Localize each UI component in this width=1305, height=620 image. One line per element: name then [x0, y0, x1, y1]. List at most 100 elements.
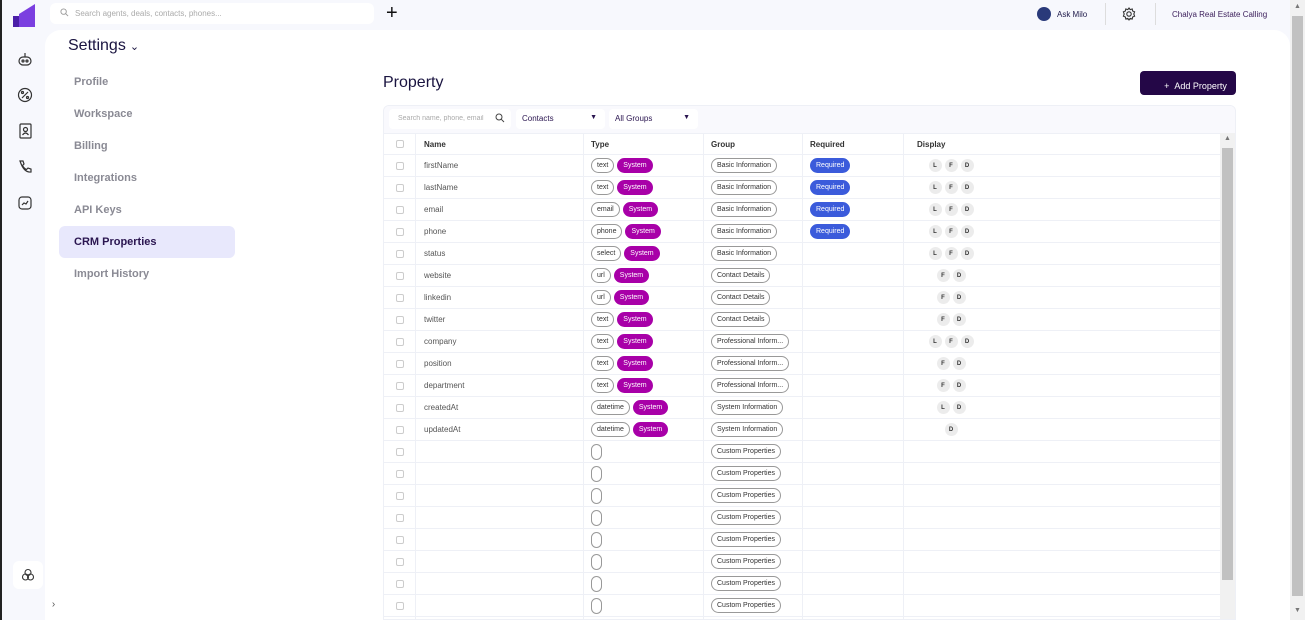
display-badge[interactable]: D: [960, 203, 974, 216]
scroll-down-icon[interactable]: ▼: [1294, 607, 1301, 614]
table-scrollbar[interactable]: ▲: [1220, 133, 1235, 619]
table-row[interactable]: department text System Professional Infor…: [384, 374, 1235, 396]
display-badge[interactable]: L: [928, 181, 942, 194]
nav-item-integrations[interactable]: Integrations: [74, 172, 137, 184]
contacts-book-icon[interactable]: [16, 122, 34, 140]
nav-item-billing[interactable]: Billing: [74, 140, 108, 152]
display-badge[interactable]: F: [936, 291, 950, 304]
object-select[interactable]: Contacts ▼: [516, 109, 605, 129]
workspace-name[interactable]: Chalya Real Estate Calling: [1172, 10, 1268, 19]
display-badge[interactable]: L: [928, 225, 942, 238]
table-row[interactable]: Custom Properties: [384, 440, 1235, 462]
global-search-input[interactable]: Search agents, deals, contacts, phones..…: [50, 3, 374, 24]
gear-icon[interactable]: [1122, 7, 1136, 21]
row-checkbox[interactable]: [395, 359, 404, 368]
display-badge[interactable]: L: [928, 203, 942, 216]
display-badge[interactable]: D: [952, 401, 966, 414]
create-plus-button[interactable]: +: [386, 2, 398, 24]
group-select[interactable]: All Groups ▼: [609, 109, 698, 129]
table-row[interactable]: firstName text System Basic Information R…: [384, 154, 1235, 176]
select-all-checkbox[interactable]: [395, 140, 404, 148]
table-row[interactable]: Custom Properties: [384, 616, 1235, 619]
display-badge[interactable]: D: [952, 379, 966, 392]
nav-item-workspace[interactable]: Workspace: [74, 108, 133, 120]
display-badge[interactable]: D: [960, 181, 974, 194]
property-search-input[interactable]: Search name, phone, email: [389, 109, 511, 129]
row-checkbox[interactable]: [395, 601, 404, 610]
scroll-up-icon[interactable]: ▲: [1294, 3, 1301, 10]
row-checkbox[interactable]: [395, 315, 404, 324]
column-header-name[interactable]: Name: [416, 134, 584, 154]
display-badge[interactable]: F: [944, 203, 958, 216]
table-row[interactable]: Custom Properties: [384, 462, 1235, 484]
table-row[interactable]: updatedAt datetime System System Informat…: [384, 418, 1235, 440]
row-checkbox[interactable]: [395, 205, 404, 214]
display-badge[interactable]: L: [928, 335, 942, 348]
row-checkbox[interactable]: [395, 271, 404, 280]
app-logo[interactable]: [13, 4, 35, 27]
add-property-button[interactable]: + Add Property: [1140, 71, 1236, 95]
display-badge[interactable]: D: [960, 335, 974, 348]
row-checkbox[interactable]: [395, 403, 404, 412]
display-badge[interactable]: F: [944, 225, 958, 238]
row-checkbox[interactable]: [395, 535, 404, 544]
window-scrollbar[interactable]: ▲ ▼: [1290, 0, 1305, 620]
row-checkbox[interactable]: [395, 491, 404, 500]
display-badge[interactable]: F: [944, 335, 958, 348]
display-badge[interactable]: L: [928, 159, 942, 172]
column-header-group[interactable]: Group: [704, 134, 803, 154]
table-row[interactable]: Custom Properties: [384, 506, 1235, 528]
row-checkbox[interactable]: [395, 425, 404, 434]
row-checkbox[interactable]: [395, 579, 404, 588]
display-badge[interactable]: L: [928, 247, 942, 260]
scroll-thumb[interactable]: [1292, 16, 1303, 596]
display-badge[interactable]: F: [936, 357, 950, 370]
row-checkbox[interactable]: [395, 557, 404, 566]
nav-item-crm-properties[interactable]: CRM Properties: [59, 226, 235, 258]
table-row[interactable]: phone phone System Basic Information Requ…: [384, 220, 1235, 242]
display-badge[interactable]: D: [952, 357, 966, 370]
row-checkbox[interactable]: [395, 513, 404, 522]
nav-item-import-history[interactable]: Import History: [74, 268, 150, 280]
table-row[interactable]: createdAt datetime System System Informat…: [384, 396, 1235, 418]
scroll-thumb[interactable]: [1222, 148, 1233, 580]
display-badge[interactable]: F: [936, 313, 950, 326]
ask-milo-button[interactable]: Ask Milo: [1037, 7, 1087, 21]
percent-badge-icon[interactable]: [16, 86, 34, 104]
display-badge[interactable]: F: [944, 181, 958, 194]
table-row[interactable]: Custom Properties: [384, 484, 1235, 506]
column-header-required[interactable]: Required: [803, 134, 904, 154]
table-row[interactable]: Custom Properties: [384, 528, 1235, 550]
display-badge[interactable]: F: [936, 379, 950, 392]
column-header-display[interactable]: Display: [917, 139, 946, 149]
column-header-type[interactable]: Type: [584, 134, 704, 154]
row-checkbox[interactable]: [395, 227, 404, 236]
display-badge[interactable]: F: [944, 247, 958, 260]
circles-icon[interactable]: [13, 561, 43, 589]
display-badge[interactable]: D: [960, 225, 974, 238]
row-checkbox[interactable]: [395, 337, 404, 346]
display-badge[interactable]: D: [952, 269, 966, 282]
settings-dropdown[interactable]: Settings ⌄: [68, 37, 139, 55]
phone-icon[interactable]: [16, 158, 34, 176]
display-badge[interactable]: D: [960, 159, 974, 172]
display-badge[interactable]: F: [944, 159, 958, 172]
scroll-up-icon[interactable]: ▲: [1224, 135, 1231, 142]
row-checkbox[interactable]: [395, 293, 404, 302]
table-row[interactable]: Custom Properties: [384, 572, 1235, 594]
display-badge[interactable]: D: [960, 247, 974, 260]
display-badge[interactable]: L: [936, 401, 950, 414]
table-row[interactable]: position text System Professional Inform.…: [384, 352, 1235, 374]
row-checkbox[interactable]: [395, 161, 404, 170]
row-checkbox[interactable]: [395, 469, 404, 478]
display-badge[interactable]: D: [944, 423, 958, 436]
row-checkbox[interactable]: [395, 447, 404, 456]
display-badge[interactable]: F: [936, 269, 950, 282]
display-badge[interactable]: D: [952, 313, 966, 326]
table-row[interactable]: lastName text System Basic Information Re…: [384, 176, 1235, 198]
table-row[interactable]: Custom Properties: [384, 594, 1235, 616]
row-checkbox[interactable]: [395, 249, 404, 258]
